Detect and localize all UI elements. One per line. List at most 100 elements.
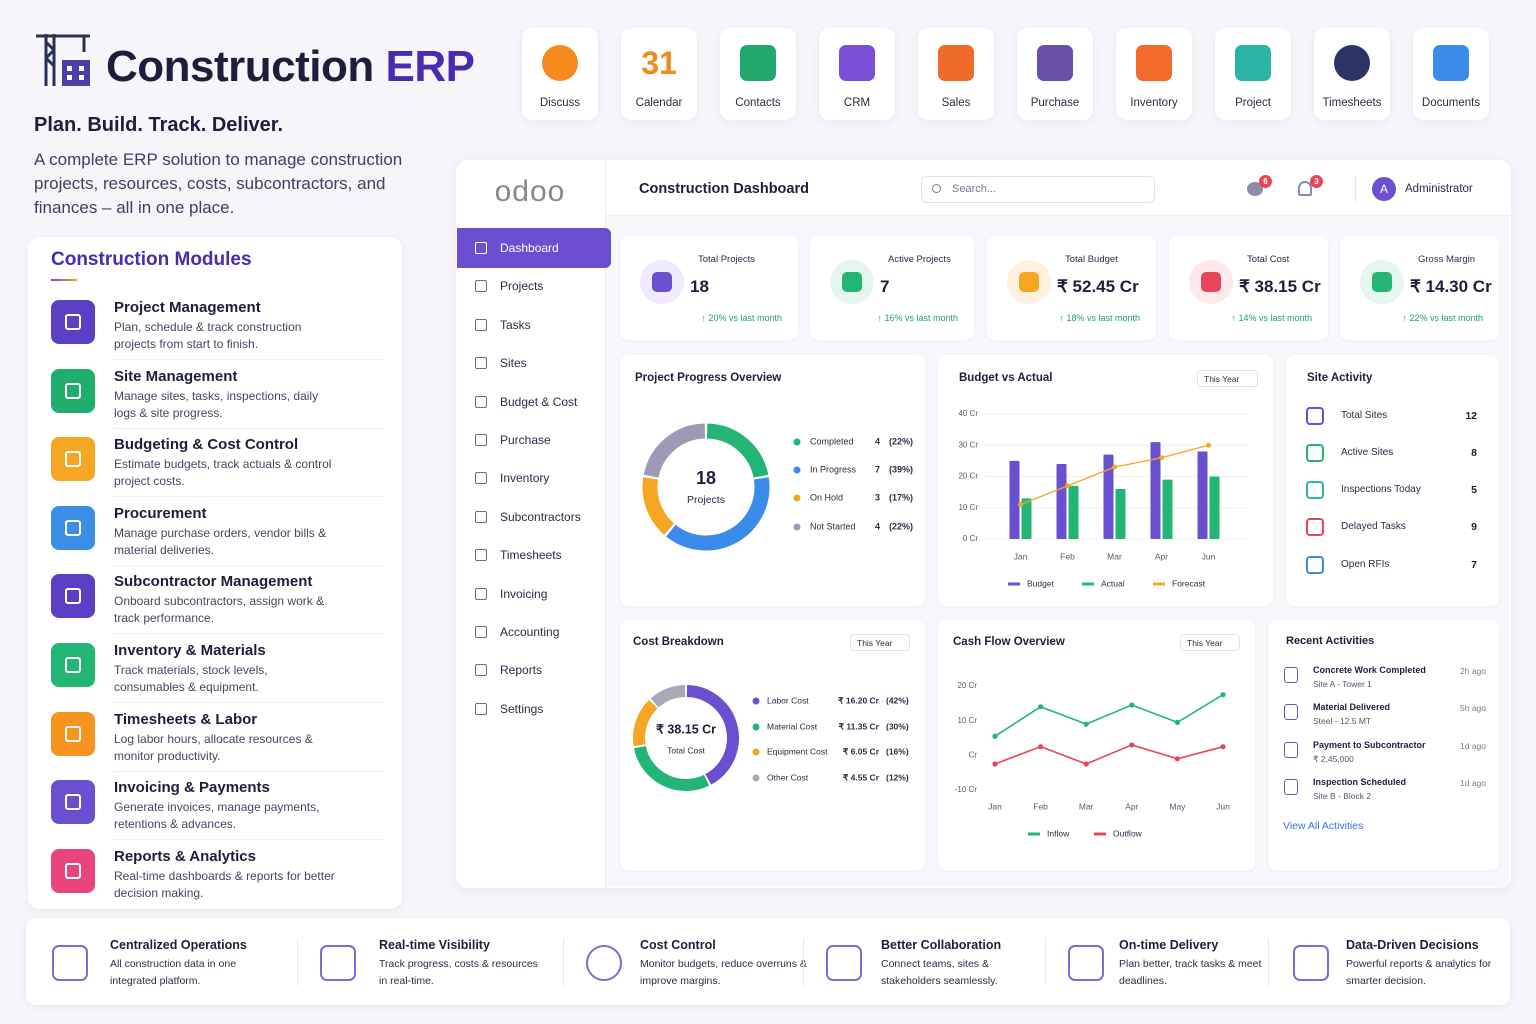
feature-divider bbox=[1045, 938, 1046, 986]
module-glyph bbox=[65, 451, 81, 468]
title-main: Construction bbox=[106, 42, 374, 91]
activity-title: Concrete Work Completed bbox=[1313, 665, 1426, 675]
kpi-icon bbox=[652, 272, 672, 292]
site-value: 9 bbox=[1471, 521, 1477, 533]
app-icon bbox=[938, 45, 974, 81]
module-title: Subcontractor Management bbox=[114, 573, 313, 591]
topbar-border bbox=[605, 215, 1511, 216]
site-value: 8 bbox=[1471, 447, 1477, 459]
feature-description: Plan better, track tasks & meet deadline… bbox=[1119, 958, 1262, 987]
kpi-icon bbox=[1201, 272, 1221, 292]
activity-subtitle: ₹ 2,45,000 bbox=[1313, 753, 1354, 764]
search-icon bbox=[932, 184, 941, 193]
module-glyph bbox=[65, 862, 81, 879]
description: A complete ERP solution to manage constr… bbox=[34, 150, 403, 217]
view-all-link[interactable]: View All Activities bbox=[1283, 820, 1364, 832]
user-name: Administrator bbox=[1405, 183, 1473, 195]
activity-time: 5h ago bbox=[1460, 703, 1486, 713]
title-accent: ERP bbox=[385, 42, 475, 91]
module-icon bbox=[51, 780, 95, 825]
activity-title: Material Delivered bbox=[1313, 702, 1391, 712]
app-label: Purchase bbox=[1030, 97, 1080, 109]
sidebar-item: Accounting bbox=[500, 625, 560, 639]
module-glyph bbox=[65, 314, 81, 330]
site-icon bbox=[1306, 556, 1324, 574]
sidebar-item: Tasks bbox=[500, 317, 531, 332]
activity-time: 1d ago bbox=[1460, 778, 1486, 788]
calendar-icon-text: 31 bbox=[641, 45, 677, 81]
module-icon bbox=[51, 505, 95, 550]
module-icon bbox=[51, 711, 95, 756]
module-description: Manage sites, tasks, inspections, daily … bbox=[114, 388, 319, 420]
app-icon bbox=[839, 45, 875, 81]
site-value: 5 bbox=[1471, 484, 1477, 496]
feature-title: Cost Control bbox=[640, 938, 716, 952]
feature-divider bbox=[803, 938, 804, 986]
range-selector bbox=[1180, 634, 1240, 651]
app-label: Calendar bbox=[635, 97, 683, 109]
feature-description: Monitor budgets, reduce overruns & impro… bbox=[640, 958, 807, 987]
avatar-initial: A bbox=[1379, 182, 1388, 196]
activity-icon bbox=[1284, 667, 1298, 683]
dashboard-title: Construction Dashboard bbox=[639, 181, 809, 197]
app-label: CRM bbox=[843, 97, 871, 109]
module-separator bbox=[114, 359, 384, 360]
kpi-change: ↑ 14% vs last month bbox=[1231, 313, 1312, 323]
module-icon bbox=[51, 300, 95, 344]
sidebar-item: Reports bbox=[500, 663, 543, 678]
kpi-change: ↑ 20% vs last month bbox=[701, 313, 782, 323]
sidebar-item: Sites bbox=[500, 356, 527, 371]
features-bar bbox=[26, 918, 1510, 1005]
sidebar-item: Projects bbox=[500, 279, 544, 294]
module-separator bbox=[114, 427, 384, 429]
activity-subtitle: Site A - Tower 1 bbox=[1313, 678, 1372, 689]
site-label: Total Sites bbox=[1341, 410, 1388, 421]
kpi-label: Gross Margin bbox=[1418, 254, 1476, 265]
feature-icon bbox=[1068, 945, 1104, 981]
module-icon bbox=[51, 437, 95, 482]
site-label: Inspections Today bbox=[1341, 484, 1421, 495]
sidebar-item: Inventory bbox=[500, 471, 550, 486]
module-title: Timesheets & Labor bbox=[114, 710, 258, 728]
module-title: Inventory & Materials bbox=[114, 642, 266, 659]
sidebar-item: Subcontractors bbox=[500, 509, 581, 524]
avatar bbox=[1372, 177, 1396, 201]
module-icon bbox=[51, 368, 95, 413]
module-title: Procurement bbox=[114, 504, 207, 522]
module-separator bbox=[114, 564, 384, 566]
module-icon bbox=[51, 574, 95, 619]
sidebar-icon bbox=[475, 472, 487, 485]
activity-time: 1d ago bbox=[1460, 741, 1486, 751]
odoo-logo: odoo bbox=[494, 175, 566, 208]
module-title: Budgeting & Cost Control bbox=[114, 436, 299, 454]
app-label: Contacts bbox=[735, 97, 781, 109]
app-label: Documents bbox=[1421, 97, 1481, 109]
logo-crane bbox=[36, 34, 90, 86]
bell-icon bbox=[1298, 181, 1312, 196]
feature-title: Better Collaboration bbox=[881, 938, 1002, 952]
range-selector bbox=[850, 634, 910, 651]
sidebar-icon bbox=[475, 587, 487, 600]
sidebar-icon bbox=[475, 280, 487, 293]
app-icon bbox=[1235, 45, 1271, 81]
chat-badge-text: 6 bbox=[1263, 176, 1268, 186]
app-tile bbox=[621, 28, 697, 120]
search-box bbox=[921, 176, 1155, 203]
module-description: Onboard subcontractors, assign work & tr… bbox=[114, 594, 325, 626]
feature-icon bbox=[320, 945, 356, 981]
feature-divider bbox=[1268, 938, 1269, 986]
module-title: Reports & Analytics bbox=[114, 847, 256, 865]
module-description: Generate invoices, manage payments, rete… bbox=[114, 800, 320, 832]
app-label: Project bbox=[1235, 97, 1271, 109]
module-icon bbox=[51, 643, 95, 687]
site-icon bbox=[1306, 407, 1324, 425]
module-glyph bbox=[65, 519, 81, 536]
modules-title: Construction Modules bbox=[51, 249, 252, 270]
sidebar-item: Budget & Cost bbox=[500, 394, 578, 409]
activity-icon bbox=[1284, 704, 1298, 720]
site-value: 12 bbox=[1465, 410, 1477, 422]
module-glyph bbox=[65, 588, 81, 605]
sidebar-icon bbox=[475, 626, 487, 638]
site-icon bbox=[1306, 518, 1324, 536]
app-icon bbox=[1037, 45, 1073, 81]
